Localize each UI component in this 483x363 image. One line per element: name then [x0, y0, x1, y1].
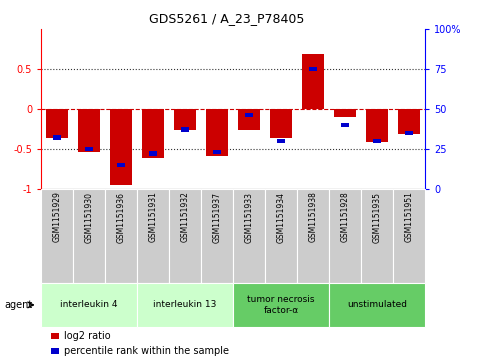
- Bar: [329, 283, 425, 327]
- Text: GSM1151929: GSM1151929: [53, 192, 61, 242]
- Bar: [393, 189, 425, 283]
- Bar: [398, 109, 420, 134]
- Text: GSM1151937: GSM1151937: [213, 192, 222, 242]
- Bar: [366, 109, 388, 142]
- Text: interleukin 4: interleukin 4: [60, 301, 118, 309]
- Bar: [51, 348, 59, 354]
- Text: GSM1151928: GSM1151928: [341, 192, 350, 242]
- Bar: [110, 109, 132, 185]
- Bar: [174, 109, 196, 130]
- Bar: [213, 150, 221, 154]
- Bar: [142, 109, 164, 158]
- Text: GSM1151933: GSM1151933: [244, 192, 254, 242]
- Bar: [201, 189, 233, 283]
- Text: GSM1151951: GSM1151951: [405, 192, 413, 242]
- Bar: [137, 189, 169, 283]
- Bar: [137, 283, 233, 327]
- Text: GSM1151938: GSM1151938: [309, 192, 317, 242]
- Bar: [265, 189, 297, 283]
- Text: GSM1151932: GSM1151932: [181, 192, 189, 242]
- Bar: [78, 109, 100, 152]
- Text: GSM1151930: GSM1151930: [85, 192, 94, 242]
- Bar: [361, 189, 393, 283]
- Bar: [41, 283, 137, 327]
- Text: tumor necrosis
factor-α: tumor necrosis factor-α: [247, 295, 315, 315]
- Bar: [405, 131, 413, 135]
- Bar: [46, 109, 68, 138]
- Bar: [73, 189, 105, 283]
- Text: GSM1151936: GSM1151936: [116, 192, 126, 242]
- Text: percentile rank within the sample: percentile rank within the sample: [64, 346, 229, 356]
- Bar: [329, 189, 361, 283]
- Bar: [41, 189, 73, 283]
- Bar: [297, 189, 329, 283]
- Text: agent: agent: [5, 300, 33, 310]
- Bar: [117, 163, 125, 167]
- Text: GSM1151935: GSM1151935: [372, 192, 382, 242]
- Bar: [277, 139, 285, 143]
- Bar: [334, 109, 356, 117]
- Bar: [105, 189, 137, 283]
- Bar: [181, 127, 189, 132]
- Bar: [233, 189, 265, 283]
- Bar: [245, 113, 253, 118]
- Bar: [149, 151, 157, 156]
- Bar: [309, 67, 317, 71]
- Text: log2 ratio: log2 ratio: [64, 331, 111, 341]
- Bar: [53, 135, 61, 140]
- Bar: [270, 109, 292, 138]
- Text: interleukin 13: interleukin 13: [154, 301, 217, 309]
- Bar: [169, 189, 201, 283]
- Bar: [302, 54, 324, 109]
- Text: GSM1151931: GSM1151931: [149, 192, 157, 242]
- Bar: [51, 333, 59, 339]
- Text: GSM1151934: GSM1151934: [277, 192, 285, 242]
- Bar: [373, 139, 381, 143]
- Text: unstimulated: unstimulated: [347, 301, 407, 309]
- Bar: [341, 123, 349, 127]
- Bar: [238, 109, 260, 130]
- Bar: [233, 283, 329, 327]
- Text: GDS5261 / A_23_P78405: GDS5261 / A_23_P78405: [149, 12, 305, 25]
- Bar: [206, 109, 228, 156]
- Bar: [85, 147, 93, 151]
